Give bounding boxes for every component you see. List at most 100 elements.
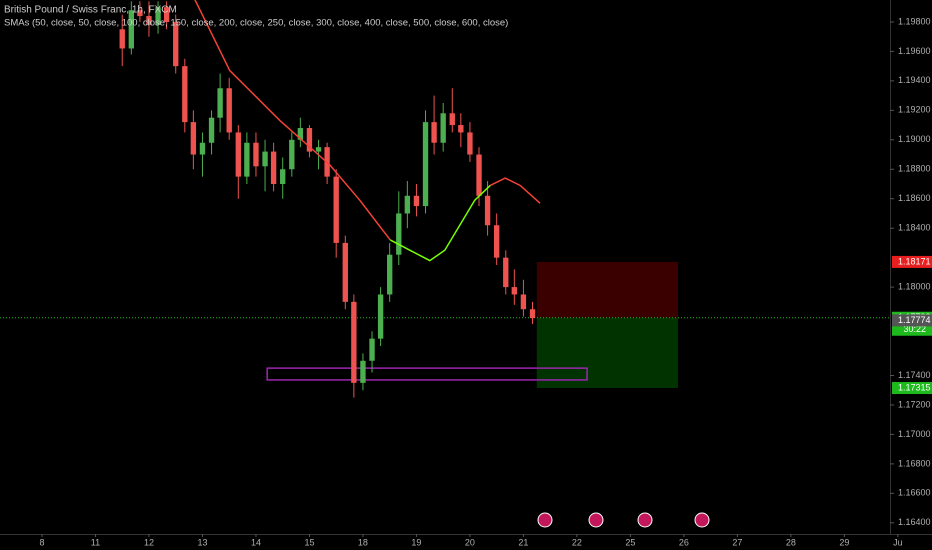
price-label-bg (892, 255, 932, 268)
candle-body (484, 195, 491, 226)
x-tick-label: 26 (679, 537, 689, 547)
x-tick-label: 8 (39, 537, 44, 547)
candle-body (493, 225, 500, 258)
candle-body (270, 151, 277, 184)
candle-body (387, 254, 393, 295)
x-tick-label: 29 (839, 537, 849, 547)
countdown-bg (892, 323, 932, 336)
y-tick-label: 1.19400 (898, 75, 931, 85)
candle-body (315, 147, 322, 152)
chart-subtitle: SMAs (50, close, 50, close, 100, close, … (4, 18, 508, 29)
y-tick-label: 1.17000 (898, 429, 931, 439)
x-tick-label: 28 (786, 537, 796, 547)
price-label: 1.17774 (898, 315, 931, 325)
candle-body (520, 294, 527, 310)
candle-body (431, 122, 437, 143)
time-axis-bg (0, 535, 932, 550)
candle-body (458, 125, 464, 133)
x-tick-label: 15 (304, 537, 314, 547)
chart-title: British Pound / Swiss Franc, 1h, FXCM (4, 5, 177, 16)
x-tick-label: 21 (518, 537, 528, 547)
event-icon[interactable] (537, 512, 553, 528)
candle-body (244, 142, 250, 177)
x-tick-label: Ju (893, 537, 903, 547)
candle-body (404, 195, 411, 214)
y-tick-label: 1.19000 (898, 134, 931, 144)
y-tick-label: 1.17200 (898, 399, 931, 409)
candle-body (289, 139, 295, 170)
candle-body (235, 132, 241, 177)
candle-body (173, 21, 179, 67)
candle-body (306, 128, 313, 152)
candle-body (199, 142, 206, 155)
y-tick-label: 1.16400 (898, 517, 931, 527)
candle-body (467, 132, 473, 155)
countdown: 30:22 (903, 324, 926, 334)
candle-body (342, 242, 348, 302)
candle-body (377, 294, 384, 339)
price-label-bg (892, 314, 932, 327)
candle-body (155, 7, 161, 25)
candle-body (128, 10, 134, 49)
candle-body (396, 213, 402, 255)
y-tick-label: 1.18800 (898, 164, 931, 174)
candle-body (333, 176, 339, 243)
y-tick-label: 1.17400 (898, 370, 931, 380)
candle-body (422, 122, 429, 207)
y-tick-label: 1.19800 (898, 16, 931, 26)
candle-body (208, 117, 215, 143)
candle-body (440, 113, 446, 143)
candle-body (449, 113, 455, 126)
candle-body (280, 169, 286, 184)
candle-body (476, 154, 482, 196)
support-zone (266, 367, 588, 381)
x-tick-label: 19 (411, 537, 421, 547)
event-icon[interactable] (694, 512, 710, 528)
price-label-bg (892, 382, 932, 395)
candle-body (119, 29, 125, 49)
y-tick-label: 1.19200 (898, 105, 931, 115)
candle-body (163, 7, 170, 22)
candle-body (190, 122, 197, 155)
event-icon[interactable] (588, 512, 604, 528)
candle-body (503, 257, 509, 288)
price-label: 1.18171 (898, 256, 931, 266)
candle-body (182, 66, 188, 123)
candle-body (253, 142, 259, 167)
y-tick-label: 1.18400 (898, 223, 931, 233)
price-label: 1.17315 (898, 382, 931, 392)
y-tick-label: 1.19600 (898, 46, 931, 56)
candle-body (137, 10, 143, 17)
candle-body (262, 151, 268, 167)
y-tick-label: 1.18600 (898, 193, 931, 203)
candle-body (297, 128, 304, 140)
candle-body (217, 88, 223, 118)
candle-body (511, 287, 517, 295)
x-tick-label: 25 (625, 537, 635, 547)
x-tick-label: 11 (91, 537, 100, 547)
x-tick-label: 18 (358, 537, 368, 547)
x-tick-label: 13 (197, 537, 207, 547)
target-zone (536, 317, 679, 389)
stop-zone (536, 261, 679, 318)
event-icon[interactable] (637, 512, 653, 528)
sma-line (194, 0, 541, 241)
events[interactable] (537, 512, 710, 528)
candle-body (529, 309, 536, 319)
candle-body (351, 301, 357, 383)
y-tick-label: 1.16800 (898, 458, 931, 468)
candle-body (413, 195, 420, 207)
candle-body (146, 16, 152, 25)
x-tick-label: 22 (572, 537, 582, 547)
x-tick-label: 20 (465, 537, 475, 547)
candle-body (226, 88, 232, 133)
candle-body (369, 338, 375, 361)
y-tick-label: 1.16600 (898, 488, 931, 498)
candle-body (360, 360, 366, 383)
x-tick-label: 27 (732, 537, 742, 547)
x-tick-label: 12 (144, 537, 154, 547)
x-tick-label: 14 (251, 537, 261, 547)
